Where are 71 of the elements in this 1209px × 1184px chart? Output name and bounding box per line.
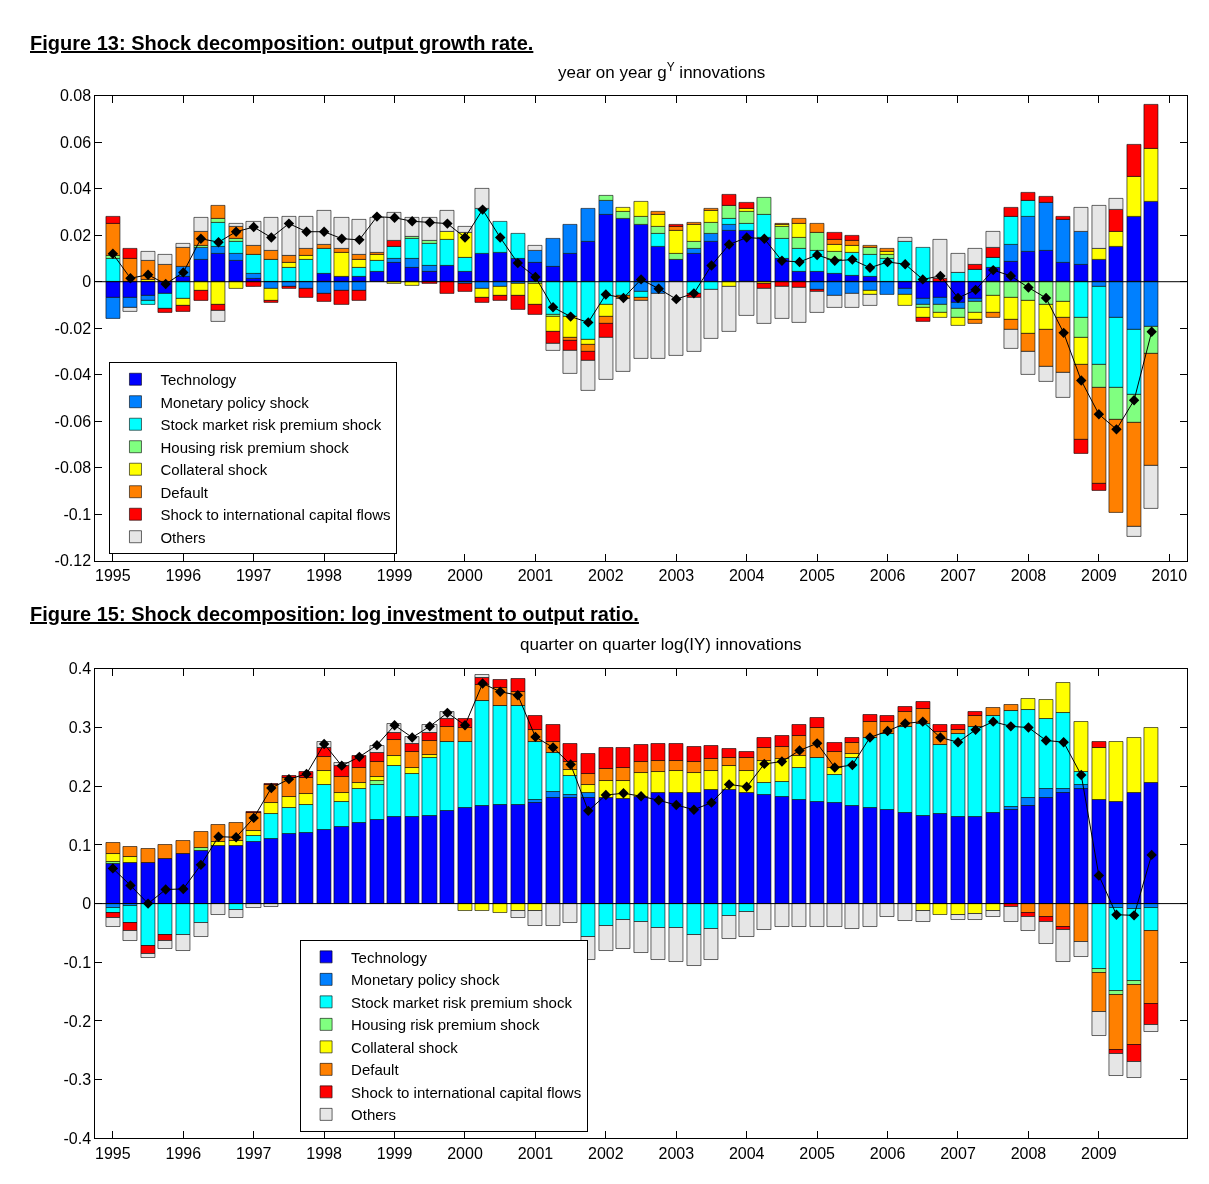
x-tick-label: 1996 [165,1144,202,1162]
x-tick-label: 2006 [869,566,906,584]
x-tick-label: 2009 [1081,566,1117,584]
y-tick-label: 0.1 [68,836,92,854]
x-tick-label: 2008 [1010,566,1047,584]
y-tick-label: -0.12 [54,552,92,570]
y-tick-label: 0 [82,895,92,913]
x-tick-label: 2000 [447,566,483,584]
x-tick-label: 1995 [95,1144,131,1162]
chart-subtitle: year on year g$^{Y}$ innovations [558,60,766,83]
x-tick-label: 2004 [728,1144,765,1162]
legend-label: Default [160,483,209,501]
y-tick-label: 0.3 [68,719,92,737]
x-tick-label: 2004 [728,566,765,584]
x-tick-label: 2008 [1010,1144,1047,1162]
legend-label: Others [160,528,206,546]
x-tick-label: 2007 [940,1144,976,1162]
legend-label: Collateral shock [160,461,268,479]
x-tick-label: 2005 [799,1144,836,1162]
y-tick-label: -0.4 [63,1129,92,1147]
x-tick-label: 1998 [306,1144,343,1162]
y-tick-label: 0.2 [68,777,92,795]
x-tick-label: 1997 [235,566,272,584]
legend-label: Collateral shock [351,1038,459,1056]
y-tick-label: 0.06 [59,133,92,151]
legend-label: Technology [351,948,428,966]
legend-label: Housing risk premium shock [351,1016,540,1034]
legend-label: Others [351,1106,397,1124]
y-tick-label: -0.3 [63,1071,92,1089]
x-tick-label: 2000 [447,1144,483,1162]
legend-label: Stock market risk premium shock [351,993,573,1011]
x-tick-label: 1997 [235,1144,272,1162]
legend-label: Shock to international capital flows [160,506,391,524]
x-tick-label: 2009 [1081,1144,1117,1162]
legend-label: Monetary policy shock [351,971,500,989]
y-tick-label: 0.04 [59,180,92,198]
x-tick-label: 2002 [588,566,624,584]
y-tick-label: -0.1 [63,953,92,971]
y-tick-label: -0.02 [54,319,92,337]
chart-title: Figure 13: Shock decomposition: output growth rate. [30,32,534,54]
x-tick-label: 2003 [658,1144,695,1162]
x-tick-label: 1995 [95,566,131,584]
y-tick-label: 0.08 [59,87,92,105]
x-tick-label: 2007 [940,566,976,584]
x-tick-label: 1999 [376,566,413,584]
legend-label: Monetary policy shock [160,393,310,411]
x-tick-label: 2003 [658,566,695,584]
x-tick-label: 1998 [306,566,343,584]
x-tick-label: 2010 [1151,566,1188,584]
x-tick-label: 2006 [869,1144,906,1162]
chart-subtitle: quarter on quarter log(IY) innovations [520,635,802,654]
y-tick-label: -0.04 [54,366,92,384]
legend-label: Default [351,1061,400,1079]
legend-label: Shock to international capital flows [351,1083,582,1101]
x-tick-label: 1999 [376,1144,413,1162]
y-tick-label: -0.08 [54,459,92,477]
x-tick-label: 2001 [517,566,554,584]
y-tick-label: 0.4 [68,660,92,678]
y-tick-label: 0.02 [59,226,92,244]
y-tick-label: -0.1 [63,505,92,523]
legend-label: Housing risk premium shock [160,438,350,456]
x-tick-label: 2005 [799,566,836,584]
x-tick-label: 2001 [517,1144,554,1162]
y-tick-label: -0.06 [54,412,92,430]
legend-label: Stock market risk premium shock [160,416,382,434]
legend-label: Technology [160,371,237,389]
y-tick-label: -0.2 [63,1012,92,1030]
y-tick-label: 0 [82,273,92,291]
chart-title: Figure 15: Shock decomposition: log investment to output ratio. [30,603,639,625]
x-tick-label: 1996 [165,566,202,584]
x-tick-label: 2002 [588,1144,624,1162]
